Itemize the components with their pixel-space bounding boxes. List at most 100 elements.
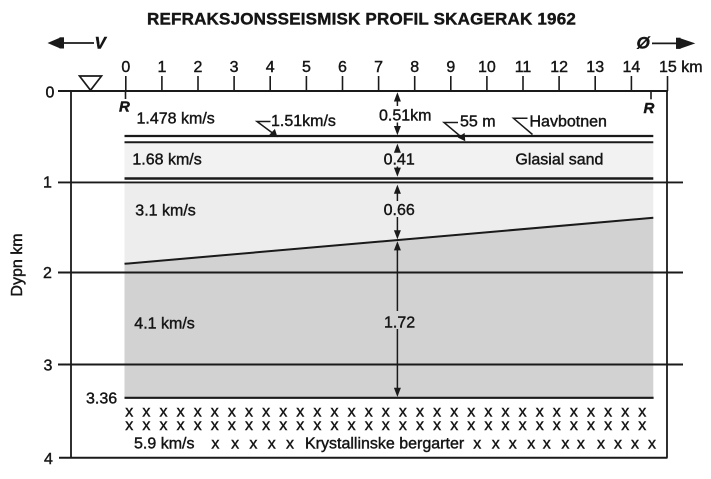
svg-text:x: x	[228, 404, 236, 421]
svg-text:1.478 km/s: 1.478 km/s	[137, 111, 215, 128]
svg-text:x: x	[450, 417, 458, 434]
svg-text:x: x	[194, 417, 202, 434]
svg-text:x: x	[553, 417, 561, 434]
svg-text:x: x	[527, 435, 535, 452]
svg-text:x: x	[262, 404, 270, 421]
svg-text:13: 13	[586, 59, 604, 76]
svg-text:10: 10	[478, 59, 496, 76]
svg-text:Glasial sand: Glasial sand	[515, 152, 603, 169]
svg-text:x: x	[509, 435, 517, 452]
svg-text:x: x	[587, 417, 595, 434]
svg-text:REFRAKSJONSSEISMISK PROFIL SKA: REFRAKSJONSSEISMISK PROFIL SKAGERAK 1962	[147, 10, 576, 29]
svg-text:x: x	[638, 417, 646, 434]
svg-text:x: x	[211, 404, 219, 421]
svg-text:x: x	[492, 435, 500, 452]
svg-text:R: R	[119, 99, 130, 116]
svg-text:4: 4	[44, 451, 53, 468]
svg-text:x: x	[399, 404, 407, 421]
svg-text:12: 12	[550, 59, 568, 76]
svg-text:x: x	[543, 435, 551, 452]
svg-text:3: 3	[230, 59, 239, 76]
svg-text:5.9 km/s: 5.9 km/s	[134, 435, 194, 452]
svg-text:x: x	[536, 404, 544, 421]
svg-text:0.51km: 0.51km	[379, 107, 431, 124]
svg-text:x: x	[245, 417, 253, 434]
svg-text:x: x	[296, 417, 304, 434]
svg-text:14: 14	[623, 59, 641, 76]
svg-text:Krystallinske bergarter: Krystallinske bergarter	[305, 436, 465, 453]
svg-text:x: x	[313, 404, 321, 421]
svg-text:8: 8	[410, 59, 419, 76]
svg-text:1.51km/s: 1.51km/s	[271, 113, 336, 130]
svg-text:1: 1	[43, 175, 52, 192]
svg-text:x: x	[416, 417, 424, 434]
svg-text:x: x	[231, 435, 239, 452]
svg-text:6: 6	[338, 59, 347, 76]
svg-text:15 km: 15 km	[659, 59, 703, 76]
svg-text:x: x	[450, 404, 458, 421]
svg-text:x: x	[570, 404, 578, 421]
svg-text:Dypn km: Dypn km	[9, 233, 26, 296]
svg-text:x: x	[648, 435, 656, 452]
svg-text:Ø: Ø	[637, 34, 651, 53]
svg-text:3.36: 3.36	[86, 390, 117, 407]
svg-text:11: 11	[515, 59, 532, 76]
svg-text:x: x	[553, 404, 561, 421]
svg-text:x: x	[416, 404, 424, 421]
svg-text:x: x	[194, 404, 202, 421]
svg-text:55 m: 55 m	[460, 114, 496, 131]
svg-text:x: x	[433, 417, 441, 434]
svg-text:x: x	[245, 404, 253, 421]
svg-text:x: x	[160, 417, 168, 434]
svg-text:x: x	[331, 417, 339, 434]
svg-text:x: x	[177, 417, 185, 434]
svg-text:x: x	[125, 404, 133, 421]
svg-text:x: x	[577, 435, 585, 452]
svg-text:x: x	[587, 404, 595, 421]
svg-text:x: x	[433, 404, 441, 421]
svg-text:x: x	[228, 417, 236, 434]
svg-text:4.1 km/s: 4.1 km/s	[134, 316, 194, 333]
svg-text:1.68 km/s: 1.68 km/s	[132, 152, 201, 169]
svg-text:2: 2	[43, 265, 52, 282]
svg-text:3: 3	[44, 357, 53, 374]
svg-text:0.66: 0.66	[384, 202, 415, 219]
svg-text:x: x	[638, 404, 646, 421]
svg-text:x: x	[268, 435, 276, 452]
svg-text:x: x	[313, 417, 321, 434]
svg-text:x: x	[502, 404, 510, 421]
svg-text:x: x	[125, 417, 133, 434]
svg-text:x: x	[348, 417, 356, 434]
svg-text:x: x	[484, 404, 492, 421]
svg-text:x: x	[365, 404, 373, 421]
svg-text:x: x	[467, 404, 475, 421]
svg-text:0: 0	[46, 84, 55, 101]
svg-text:x: x	[211, 435, 219, 452]
svg-text:1.72: 1.72	[384, 315, 415, 332]
svg-text:x: x	[604, 417, 612, 434]
svg-text:x: x	[382, 417, 390, 434]
svg-text:9: 9	[446, 59, 455, 76]
svg-text:R: R	[644, 100, 655, 117]
svg-text:x: x	[597, 435, 605, 452]
svg-text:x: x	[331, 404, 339, 421]
svg-text:x: x	[262, 417, 270, 434]
svg-text:x: x	[467, 417, 475, 434]
svg-text:V: V	[95, 34, 108, 53]
svg-text:x: x	[211, 417, 219, 434]
svg-text:7: 7	[374, 59, 383, 76]
svg-text:x: x	[519, 404, 527, 421]
svg-text:x: x	[561, 435, 569, 452]
svg-text:0.41: 0.41	[384, 152, 415, 169]
svg-text:x: x	[348, 404, 356, 421]
svg-text:x: x	[249, 435, 257, 452]
svg-text:Havbotnen: Havbotnen	[530, 113, 607, 130]
svg-text:x: x	[614, 435, 622, 452]
svg-text:x: x	[279, 404, 287, 421]
svg-text:x: x	[519, 417, 527, 434]
svg-text:x: x	[286, 435, 294, 452]
svg-text:x: x	[177, 404, 185, 421]
svg-text:x: x	[296, 404, 304, 421]
svg-text:x: x	[142, 404, 150, 421]
svg-text:x: x	[484, 417, 492, 434]
